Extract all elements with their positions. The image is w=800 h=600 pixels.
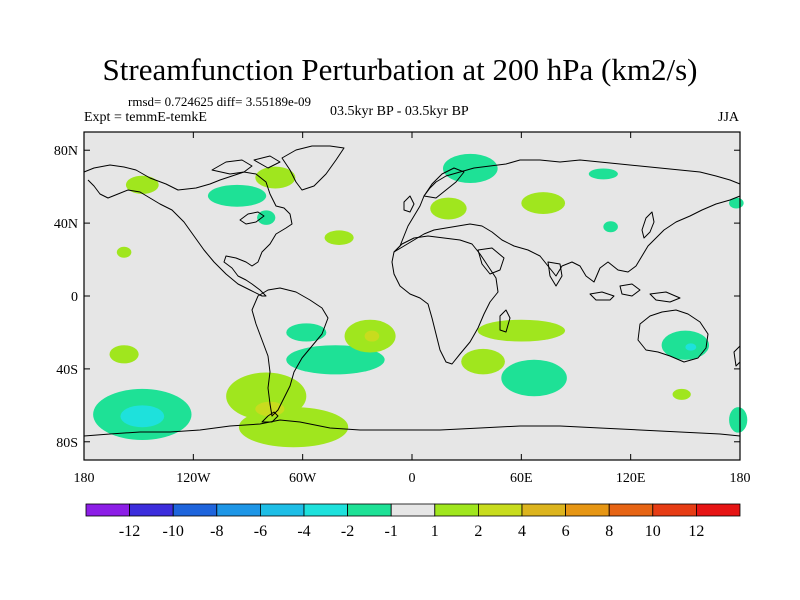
x-tick-label: 60W — [289, 471, 317, 486]
contour-region-5 — [116, 246, 132, 258]
contour-region-24 — [501, 359, 567, 397]
colorbar-label: -1 — [385, 523, 398, 540]
x-tick-label: 120W — [176, 471, 211, 486]
y-tick-label: 40S — [56, 363, 78, 378]
contour-region-13 — [286, 345, 385, 375]
y-tick-label: 0 — [71, 290, 78, 305]
contour-region-9 — [588, 168, 618, 180]
contour-region-27 — [672, 388, 691, 400]
x-tick-label: 180 — [74, 471, 95, 486]
contour-region-26 — [685, 343, 697, 351]
colorbar-swatch — [172, 503, 218, 517]
colorbar-swatch — [303, 503, 348, 517]
y-axis-ticks: 80N 40N 0 40S 80S — [54, 144, 740, 451]
x-axis-ticks: 180 120W 60W 0 60E 120E 180 — [74, 132, 751, 486]
contour-region-8 — [521, 192, 566, 214]
plot-area: 80N 40N 0 40S 80S 180 120W 60W 0 60E 120E 180 — [54, 131, 751, 486]
colorbar-label: 6 — [562, 523, 570, 540]
contour-region-2 — [255, 166, 296, 189]
period-label: 03.5kyr BP - 03.5kyr BP — [330, 104, 469, 119]
contour-region-10 — [603, 221, 618, 233]
contour-region-28 — [729, 407, 748, 433]
colorbar-label: 8 — [605, 523, 613, 540]
colorbar-swatch — [259, 503, 305, 517]
coastlines — [83, 145, 741, 437]
colorbar: -12 -10 -8 -6 -4 -2 -1 1 2 4 6 8 10 12 — [85, 503, 741, 540]
colorbar-label: -12 — [119, 523, 140, 540]
colorbar-swatch — [85, 503, 130, 517]
contour-region-23 — [461, 348, 505, 375]
contour-region-18 — [120, 405, 165, 428]
y-tick-label: 80S — [56, 436, 78, 451]
colorbar-swatch — [390, 503, 436, 517]
colorbar-label: 4 — [518, 523, 526, 540]
colorbar-label: -6 — [254, 523, 267, 540]
contour-region-0 — [125, 175, 159, 194]
contour-region-20 — [238, 407, 349, 448]
colorbar-label: 12 — [688, 523, 704, 540]
contour-region-22 — [477, 319, 566, 342]
contour-region-15 — [364, 330, 380, 342]
contour-region-12 — [286, 323, 327, 342]
experiment-label: Expt = temmE-temkE — [84, 110, 207, 125]
colorbar-swatch — [565, 503, 610, 517]
colorbar-label: -4 — [297, 523, 310, 540]
contour-region-3 — [257, 210, 276, 225]
colorbar-swatch — [696, 503, 741, 517]
contour-region-16 — [109, 345, 139, 364]
colorbar-swatch — [129, 503, 174, 517]
contour-region-7 — [430, 197, 467, 220]
y-tick-label: 40N — [54, 217, 78, 232]
y-tick-label: 80N — [54, 144, 78, 159]
colorbar-label: -10 — [163, 523, 184, 540]
x-tick-label: 120E — [616, 471, 646, 486]
contour-region-21 — [255, 401, 285, 417]
contour-region-1 — [207, 184, 267, 207]
colorbar-swatch — [434, 503, 479, 517]
colorbar-label: -2 — [341, 523, 354, 540]
colorbar-swatch — [216, 503, 261, 517]
colorbar-swatch — [477, 503, 523, 517]
season-label: JJA — [718, 110, 740, 125]
x-tick-label: 0 — [409, 471, 416, 486]
stats-line: rmsd= 0.724625 diff= 3.55189e-09 — [128, 94, 312, 109]
colorbar-label: 10 — [645, 523, 661, 540]
contour-region-4 — [324, 230, 354, 245]
x-tick-label: 180 — [730, 471, 751, 486]
chart-title: Streamfunction Perturbation at 200 hPa (… — [102, 52, 698, 87]
colorbar-label: 1 — [431, 523, 439, 540]
colorbar-swatch — [521, 503, 566, 517]
colorbar-label: 2 — [474, 523, 482, 540]
x-tick-label: 60E — [510, 471, 533, 486]
contour-region-6 — [442, 153, 498, 184]
colorbar-swatch — [608, 503, 654, 517]
colorbar-swatch — [652, 503, 697, 517]
colorbar-swatch — [347, 503, 392, 517]
colorbar-label: -8 — [210, 523, 223, 540]
contour-region-25 — [661, 330, 710, 360]
